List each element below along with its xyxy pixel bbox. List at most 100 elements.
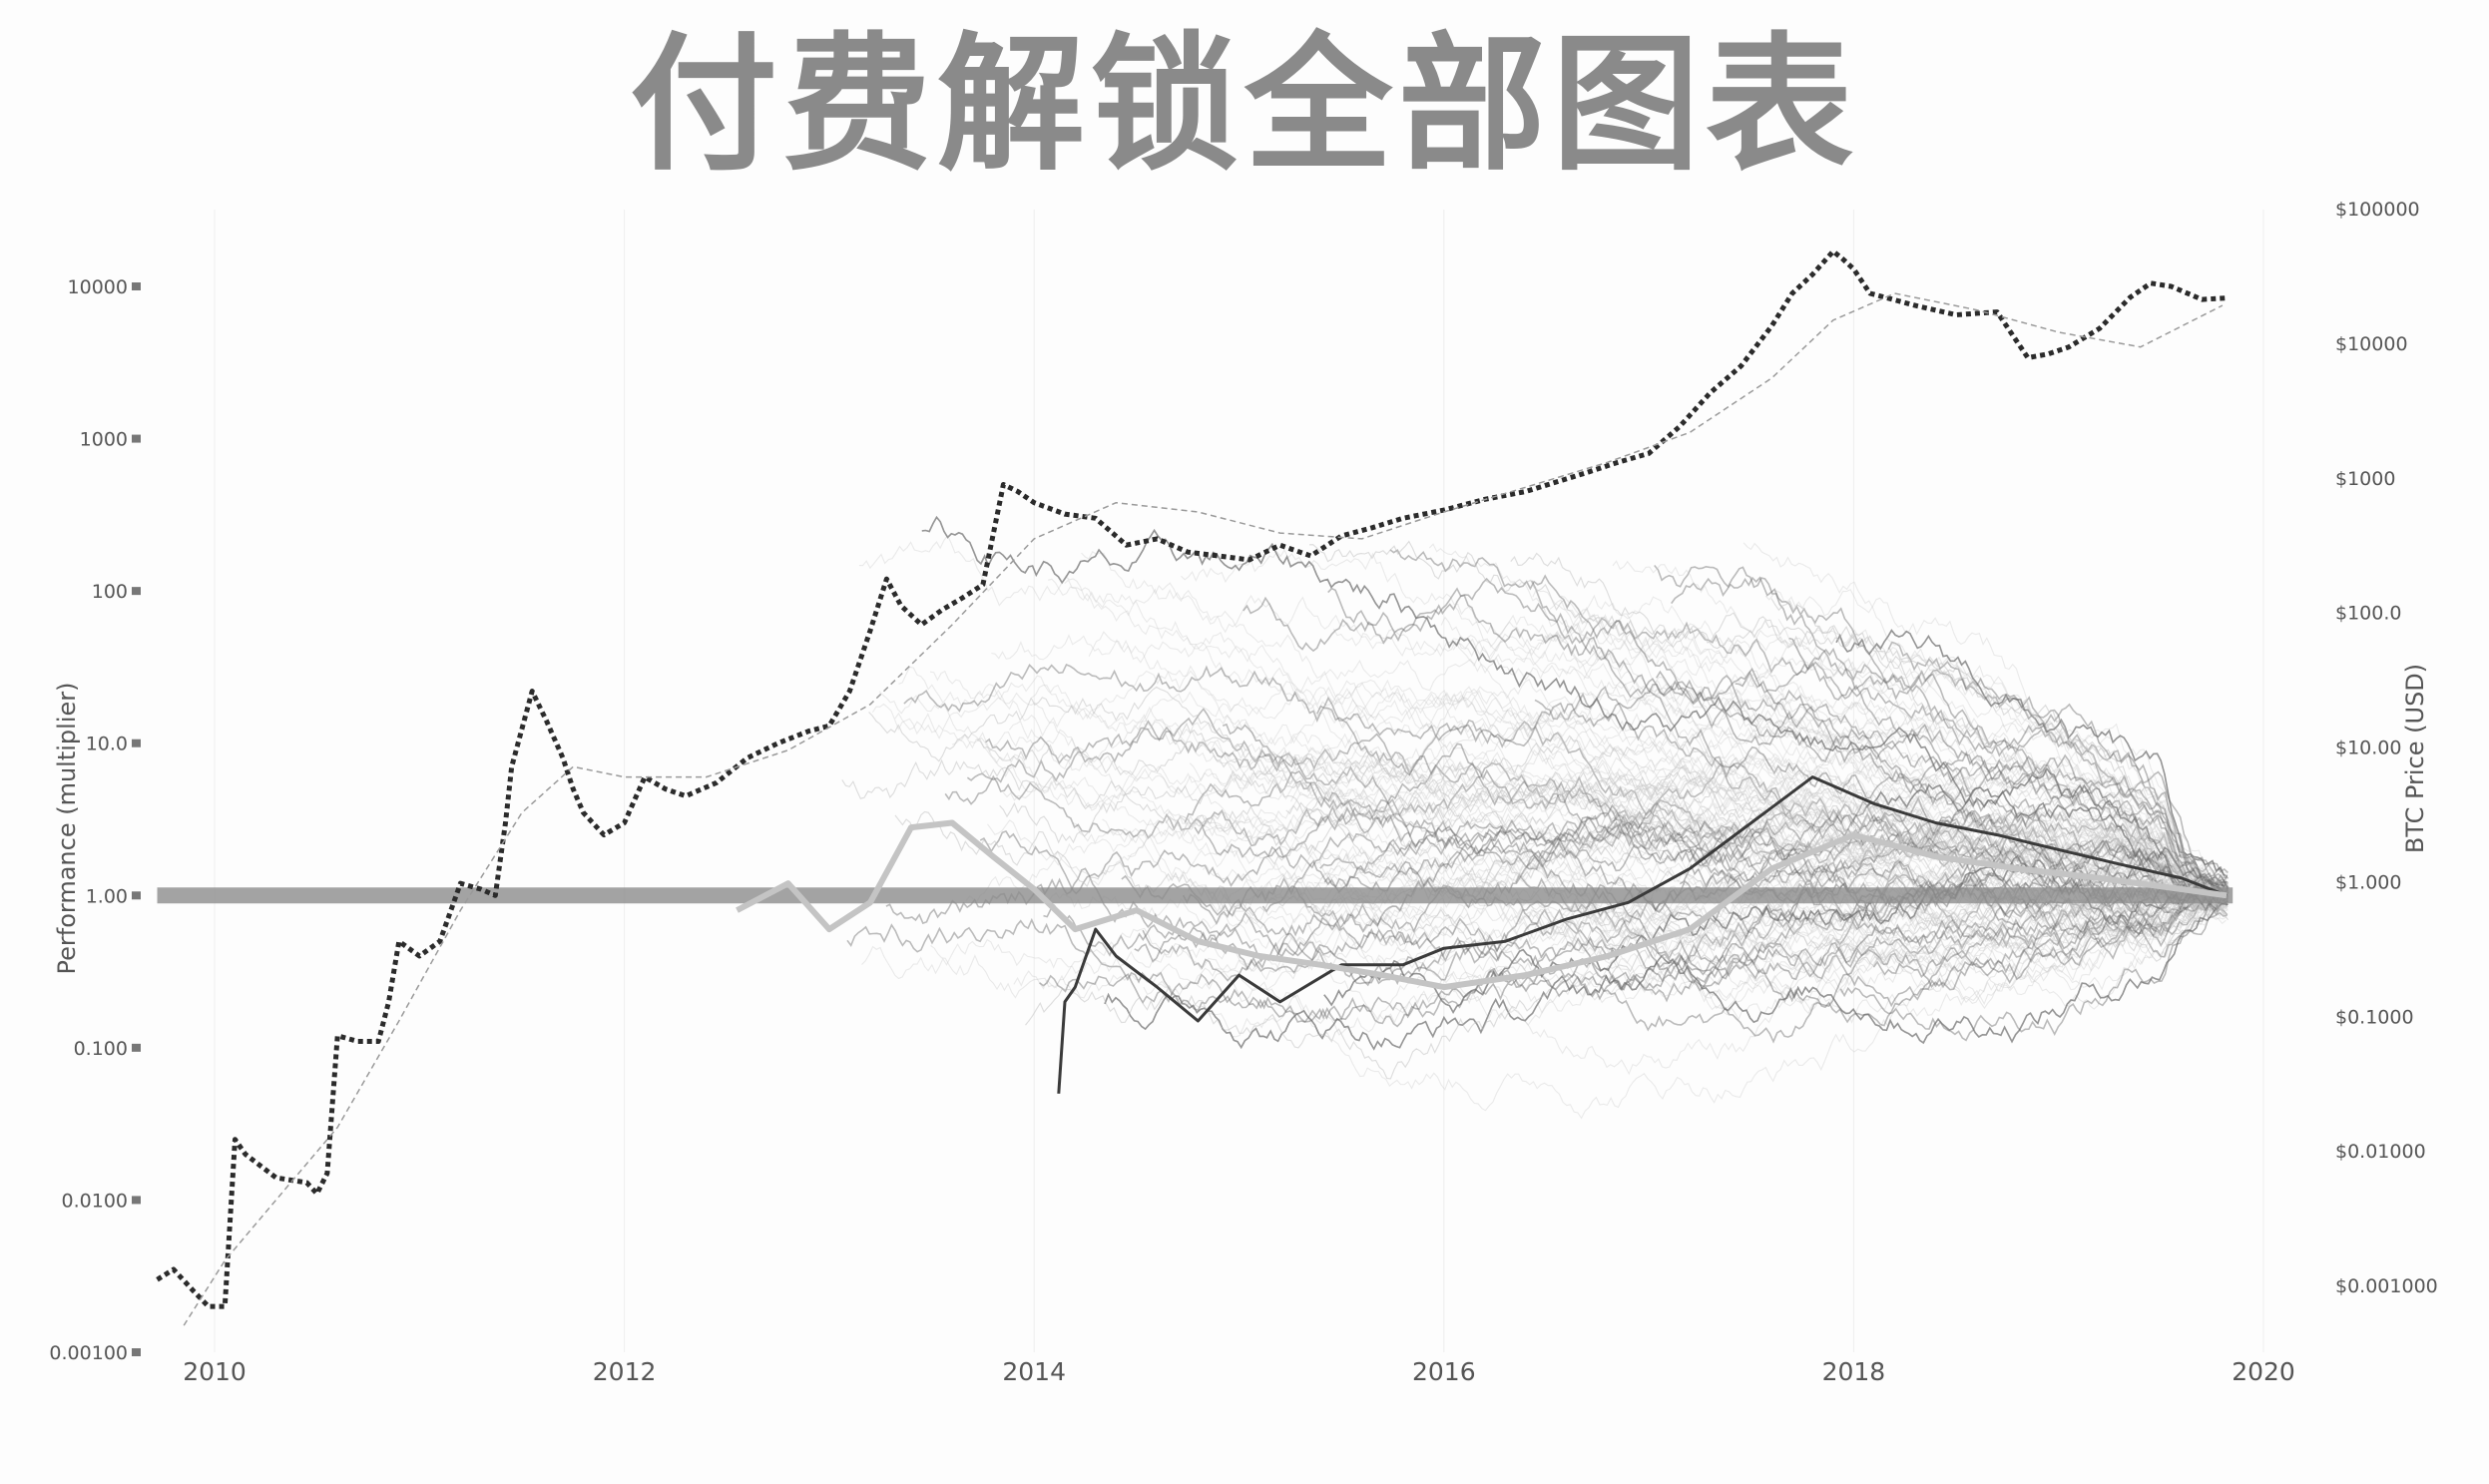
highlight-line-light bbox=[736, 819, 2228, 991]
altcoin-line bbox=[1104, 896, 2227, 1051]
y-tick-label: 1.00 bbox=[86, 885, 128, 907]
x-tick-label: 2014 bbox=[1002, 1357, 1066, 1386]
altcoin-line bbox=[846, 880, 2228, 1023]
altcoin-line bbox=[1143, 892, 2229, 1038]
altcoin-line bbox=[1165, 805, 2230, 967]
altcoin-line bbox=[921, 515, 2229, 896]
x-tick-label: 2020 bbox=[2232, 1357, 2295, 1386]
altcoin-line bbox=[1317, 859, 2227, 991]
altcoin-line bbox=[1104, 896, 2227, 1051]
altcoin-line bbox=[1704, 884, 2230, 1011]
altcoin-line bbox=[1504, 788, 2229, 910]
altcoin-line bbox=[1290, 772, 2229, 897]
altcoin-line bbox=[921, 515, 2229, 896]
altcoin-line bbox=[1351, 865, 2227, 967]
altcoin-line bbox=[1200, 741, 2227, 913]
y-tick-label: 1000 bbox=[80, 429, 128, 451]
altcoin-line bbox=[1583, 635, 2227, 901]
y2-tick-label: $10.00 bbox=[2335, 738, 2401, 759]
altcoin-line bbox=[1289, 728, 2229, 909]
altcoin-line bbox=[999, 792, 2229, 931]
altcoin-line bbox=[1735, 662, 2227, 885]
altcoin-line bbox=[1654, 564, 2228, 890]
btc-trend-line bbox=[183, 292, 2224, 1326]
y-tick-label: 10.0 bbox=[86, 734, 128, 755]
y-axis-label: Performance (multiplier) bbox=[53, 683, 81, 975]
y2-tick-label: $100.0 bbox=[2335, 603, 2401, 625]
altcoin-line bbox=[1315, 746, 2229, 907]
altcoin-line bbox=[1567, 770, 2229, 912]
altcoin-line bbox=[871, 679, 2227, 890]
altcoin-line bbox=[1428, 679, 2226, 895]
y-tick-mark bbox=[132, 1196, 141, 1205]
altcoin-line bbox=[1308, 540, 2229, 887]
altcoin-line bbox=[1081, 551, 2229, 890]
altcoin-line bbox=[1025, 883, 2229, 1080]
altcoin-line bbox=[1039, 886, 2229, 1044]
altcoin-line bbox=[1322, 693, 2228, 886]
altcoin-line bbox=[1835, 867, 2229, 946]
y-tick-label: 0.0100 bbox=[62, 1190, 128, 1212]
altcoin-line bbox=[976, 739, 2228, 909]
y2-axis-ticks: $0.001000 $0.01000 $0.1000 $1.000 $10.00 $100… bbox=[2335, 199, 2438, 1297]
altcoin-line bbox=[951, 737, 2230, 932]
altcoin-line bbox=[1121, 815, 2230, 917]
altcoin-line bbox=[1532, 588, 2227, 902]
altcoin-line bbox=[841, 758, 2226, 906]
grid-lines bbox=[214, 210, 2264, 1352]
altcoin-line bbox=[1189, 754, 2227, 899]
altcoin-line bbox=[1777, 619, 2230, 885]
altcoin-line bbox=[1839, 901, 2229, 1042]
y-tick-label: 0.00100 bbox=[49, 1342, 128, 1364]
x-tick-label: 2012 bbox=[593, 1357, 657, 1386]
altcoin-line bbox=[944, 774, 2226, 902]
altcoin-line bbox=[1764, 588, 2228, 900]
y-tick-mark bbox=[132, 1348, 141, 1356]
series-lines bbox=[156, 248, 2228, 1326]
altcoin-line bbox=[1308, 540, 2229, 887]
altcoin-line bbox=[1350, 794, 2226, 911]
altcoin-line bbox=[991, 634, 2228, 894]
altcoin-line bbox=[1591, 770, 2227, 900]
altcoin-line bbox=[1530, 580, 2227, 906]
altcoin-line bbox=[1586, 846, 2230, 955]
altcoin-line bbox=[1316, 675, 2230, 890]
altcoin-line bbox=[1770, 598, 2226, 897]
altcoin-line bbox=[1754, 672, 2229, 911]
altcoin-line bbox=[1604, 758, 2229, 904]
altcoin-line bbox=[1788, 637, 2229, 874]
altcoin-line bbox=[1510, 552, 2228, 901]
altcoin-line bbox=[1002, 780, 2229, 1006]
altcoin-line bbox=[1583, 858, 2227, 961]
altcoin-line bbox=[1261, 851, 2227, 965]
altcoin-line bbox=[929, 670, 2230, 903]
altcoin-line bbox=[1171, 722, 2228, 928]
altcoin-line bbox=[1143, 719, 2229, 916]
altcoin-line bbox=[999, 792, 2229, 931]
altcoin-line bbox=[1127, 835, 2228, 940]
altcoin-line bbox=[1453, 606, 2226, 894]
altcoin-line bbox=[1514, 878, 2227, 943]
altcoin-line bbox=[1323, 854, 2229, 1015]
y2-tick-label: $0.001000 bbox=[2335, 1275, 2438, 1297]
altcoin-line bbox=[985, 728, 2230, 903]
x-axis-ticks: 2010 2012 2014 2016 2018 2020 bbox=[183, 1357, 2295, 1386]
y2-tick-label: $0.01000 bbox=[2335, 1141, 2426, 1163]
y-tick-mark bbox=[132, 434, 141, 443]
y-tick-label: 100 bbox=[92, 581, 128, 603]
y-tick-label: 10000 bbox=[68, 276, 128, 298]
altcoin-line bbox=[976, 739, 2228, 909]
altcoin-line bbox=[1031, 670, 2228, 910]
y2-tick-label: $1.000 bbox=[2335, 871, 2401, 893]
altcoin-line bbox=[1323, 854, 2229, 1015]
altcoin-line bbox=[1222, 723, 2228, 898]
altcoin-line bbox=[1510, 552, 2228, 901]
altcoin-line bbox=[1048, 578, 2229, 946]
y-axis-ticks: 0.00100 0.0100 0.100 1.00 10.0 100 1000 10000 bbox=[49, 276, 141, 1364]
y-tick-mark bbox=[132, 587, 141, 596]
btc-price-line bbox=[156, 248, 2228, 1309]
altcoin-line bbox=[861, 884, 2228, 1076]
altcoin-line bbox=[1835, 629, 2229, 878]
altcoin-line bbox=[1285, 756, 2228, 962]
y-tick-mark bbox=[132, 282, 141, 290]
